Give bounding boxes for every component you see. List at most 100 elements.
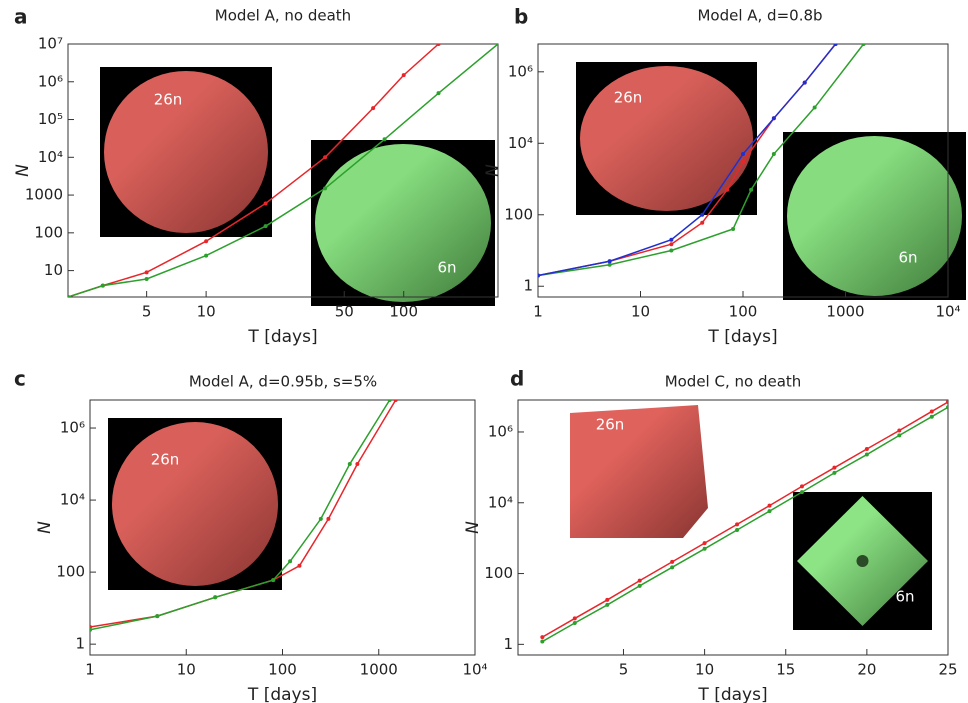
panel-letter: c xyxy=(14,367,26,391)
y-tick-label: 1000 xyxy=(25,186,63,204)
data-point xyxy=(90,627,92,632)
data-point xyxy=(767,503,772,508)
data-point xyxy=(669,248,674,253)
data-point xyxy=(605,597,610,602)
plot-frame xyxy=(67,43,499,298)
x-tick-label: 10 xyxy=(197,303,216,321)
x-tick-label: 1000 xyxy=(360,661,398,679)
x-tick-label: 100 xyxy=(268,661,297,679)
x-tick-label: 50 xyxy=(335,303,354,321)
inset-image xyxy=(570,405,708,538)
x-axis-label: T [days] xyxy=(247,685,317,703)
y-tick-label: 100 xyxy=(34,223,63,241)
data-point xyxy=(326,516,331,521)
data-point xyxy=(540,639,545,644)
y-axis-label: N xyxy=(13,164,33,177)
data-point xyxy=(799,490,804,495)
data-point xyxy=(864,447,869,452)
data-point xyxy=(204,239,209,244)
data-point xyxy=(897,428,902,433)
data-point xyxy=(637,578,642,583)
y-tick-label: 100 xyxy=(56,563,85,581)
data-point xyxy=(946,400,948,405)
data-point xyxy=(401,73,406,78)
data-point xyxy=(323,186,328,191)
inset-image xyxy=(787,136,962,296)
data-point xyxy=(271,578,276,583)
plot-frame xyxy=(517,399,949,656)
x-tick-label: 15 xyxy=(776,661,795,679)
data-point xyxy=(496,44,498,46)
panel-letter: d xyxy=(510,367,524,391)
x-tick-label: 5 xyxy=(142,303,152,321)
data-point xyxy=(702,541,707,546)
y-tick-label: 10⁴ xyxy=(508,134,533,152)
data-point xyxy=(323,155,328,160)
x-tick-label: 100 xyxy=(729,303,758,321)
y-axis-label: N xyxy=(35,521,55,534)
panel: d Model C, no death T [days] N 26n 6n 5 10 15 20 2… xyxy=(463,367,958,703)
data-point xyxy=(741,159,745,164)
data-point xyxy=(204,253,209,258)
y-tick-label: 1 xyxy=(523,277,533,295)
y-tick-label: 100 xyxy=(484,564,513,582)
data-point xyxy=(669,242,674,247)
data-point xyxy=(725,187,730,192)
x-tick-label: 10⁴ xyxy=(462,661,487,679)
data-point xyxy=(670,559,675,564)
series-line xyxy=(538,44,837,277)
inset-label: 26n xyxy=(154,91,183,109)
data-point xyxy=(572,621,577,626)
data-point xyxy=(767,509,772,514)
data-point xyxy=(605,602,610,607)
y-tick-label: 1 xyxy=(503,635,513,653)
x-axis-label: T [days] xyxy=(697,685,767,703)
panel: b Model A, d=0.8b T [days] N 26n 6n 1 10 100 1000… xyxy=(483,5,966,347)
data-point xyxy=(771,116,776,121)
series-line xyxy=(541,401,948,638)
data-point xyxy=(861,44,866,46)
y-axis-label: N xyxy=(483,164,503,177)
y-tick-label: 10⁷ xyxy=(38,35,63,53)
inset-label: 26n xyxy=(151,451,180,469)
data-point xyxy=(144,276,149,281)
data-point xyxy=(700,220,705,225)
data-point xyxy=(700,212,705,217)
inset-label: 6n xyxy=(898,249,917,267)
x-tick-label: 10 xyxy=(631,303,650,321)
x-tick-label: 25 xyxy=(938,661,957,679)
data-point xyxy=(864,452,869,457)
inset-image xyxy=(580,66,753,211)
data-point xyxy=(929,414,934,419)
chart-title: Model A, d=0.95b, s=5% xyxy=(189,373,377,391)
y-tick-label: 10⁶ xyxy=(508,62,533,80)
data-point xyxy=(144,270,149,275)
data-point xyxy=(946,405,948,410)
data-point xyxy=(263,201,268,206)
data-point xyxy=(393,400,398,402)
x-tick-label: 1 xyxy=(533,303,543,321)
data-point xyxy=(735,522,740,527)
data-point xyxy=(387,400,392,402)
data-point xyxy=(155,614,160,619)
inset-detail xyxy=(856,555,869,567)
data-point xyxy=(540,635,545,640)
panel-letter: a xyxy=(14,5,28,29)
data-point xyxy=(572,616,577,621)
y-tick-label: 100 xyxy=(504,205,533,223)
inset-image xyxy=(112,422,278,586)
x-tick-label: 5 xyxy=(619,661,629,679)
data-point xyxy=(670,565,675,570)
data-point xyxy=(833,44,838,46)
series-line xyxy=(538,44,865,277)
data-point xyxy=(702,546,707,551)
chart-title: Model A, d=0.8b xyxy=(697,7,822,25)
x-tick-label: 10 xyxy=(177,661,196,679)
chart-title: Model C, no death xyxy=(665,373,802,391)
data-point xyxy=(382,137,387,142)
series-line xyxy=(541,406,948,643)
data-point xyxy=(802,80,807,85)
y-tick-label: 10⁶ xyxy=(60,419,85,437)
y-tick-label: 10 xyxy=(44,261,63,279)
